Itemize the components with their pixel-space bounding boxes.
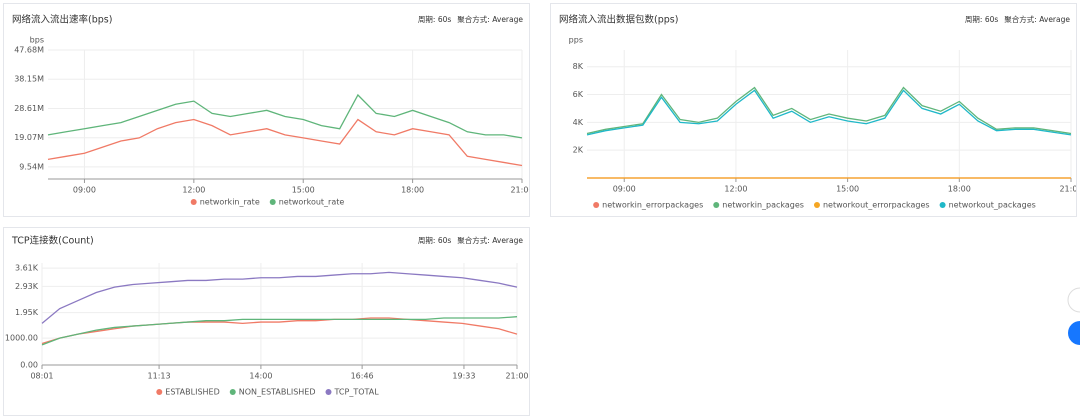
legend-label: networkin_rate — [200, 198, 260, 207]
legend-label: networkout_rate — [279, 198, 345, 207]
y-tick-label: 1000.00 — [5, 334, 38, 343]
x-tick-label: 11:13 — [148, 372, 171, 381]
legend-marker — [325, 389, 332, 395]
x-tick-label: 08:01 — [30, 372, 53, 381]
series-line — [47, 118, 523, 167]
y-tick-label: 1.95K — [15, 308, 39, 317]
y-tick-label: 47.68M — [14, 46, 44, 55]
series-line — [586, 86, 1072, 135]
x-tick-label: 18:00 — [401, 186, 424, 195]
legend-label: TCP_TOTAL — [334, 388, 380, 397]
legend: networkin_errorpackages networkin_package… — [593, 201, 1036, 210]
x-tick-label: 15:00 — [292, 186, 315, 195]
y-tick-label: 19.07M — [14, 133, 44, 142]
x-tick-label: 21:00 — [1059, 185, 1077, 194]
y-tick-label: 6K — [573, 90, 584, 99]
period: 周期: 60s — [418, 15, 451, 24]
tool-button[interactable] — [1068, 321, 1080, 345]
aggregation: 聚合方式: Average — [457, 14, 523, 24]
side-tools — [1067, 287, 1080, 345]
y-axis-title: bps — [30, 36, 44, 45]
chart-title: 网络流入流出数据包数(pps) — [559, 14, 678, 26]
series-line — [41, 316, 518, 346]
chart-panel: 网络流入流出数据包数(pps) 聚合方式: Average 周期: 60s pps 2K… — [550, 3, 1077, 217]
y-tick-label: 9.54M — [19, 162, 44, 171]
legend: networkin_rate networkout_rate — [190, 198, 345, 207]
x-tick-label: 16:46 — [351, 372, 374, 381]
x-tick-label: 15:00 — [836, 185, 859, 194]
x-tick-label: 18:00 — [948, 185, 971, 194]
series-line — [586, 89, 1072, 136]
chart-title: 网络流入流出速率(bps) — [12, 14, 112, 26]
legend-label: ESTABLISHED — [165, 388, 219, 397]
legend-marker — [269, 199, 276, 205]
legend-marker — [156, 389, 163, 395]
legend-label: networkout_packages — [949, 201, 1036, 210]
legend-label: networkout_errorpackages — [823, 201, 930, 210]
series-line — [47, 93, 523, 139]
legend-marker — [713, 202, 720, 208]
y-tick-label: 3.61K — [15, 264, 39, 273]
legend-marker — [939, 202, 946, 208]
period: 周期: 60s — [418, 236, 451, 245]
legend-marker — [229, 389, 236, 395]
x-tick-label: 12:00 — [182, 186, 205, 195]
series-line — [41, 271, 518, 324]
tool-button[interactable] — [1067, 287, 1080, 313]
y-tick-label: 38.15M — [14, 75, 44, 84]
x-tick-label: 09:00 — [73, 186, 96, 195]
x-tick-label: 14:00 — [249, 372, 272, 381]
x-tick-label: 21:00 — [510, 186, 530, 195]
x-tick-label: 19:33 — [452, 372, 475, 381]
series-line — [41, 317, 518, 345]
chart-panel: 网络流入流出速率(bps) 聚合方式: Average 周期: 60s bps 9.54… — [3, 3, 530, 217]
aggregation: 聚合方式: Average — [1004, 14, 1070, 24]
aggregation: 聚合方式: Average — [457, 235, 523, 245]
x-tick-label: 09:00 — [613, 185, 636, 194]
x-tick-label: 12:00 — [724, 185, 747, 194]
y-axis-title: pps — [569, 36, 583, 45]
x-tick-label: 21:00 — [505, 372, 528, 381]
y-tick-label: 0.00 — [20, 361, 38, 370]
chart-panel: TCP连接数(Count) 聚合方式: Average 周期: 60s 0.00 100… — [3, 227, 530, 416]
y-tick-label: 2.93K — [15, 282, 39, 291]
y-tick-label: 2K — [573, 146, 584, 155]
legend-label: NON_ESTABLISHED — [239, 388, 316, 397]
legend-label: networkin_packages — [722, 201, 804, 210]
legend-marker — [593, 202, 600, 208]
legend-label: networkin_errorpackages — [602, 201, 703, 210]
y-tick-label: 28.61M — [14, 104, 44, 113]
legend: ESTABLISHED NON_ESTABLISHED TCP_TOTAL — [156, 388, 379, 397]
legend-marker — [190, 199, 197, 205]
y-tick-label: 4K — [573, 118, 584, 127]
period: 周期: 60s — [965, 15, 998, 24]
legend-marker — [813, 202, 820, 208]
chart-title: TCP连接数(Count) — [11, 235, 94, 247]
y-tick-label: 8K — [573, 62, 584, 71]
